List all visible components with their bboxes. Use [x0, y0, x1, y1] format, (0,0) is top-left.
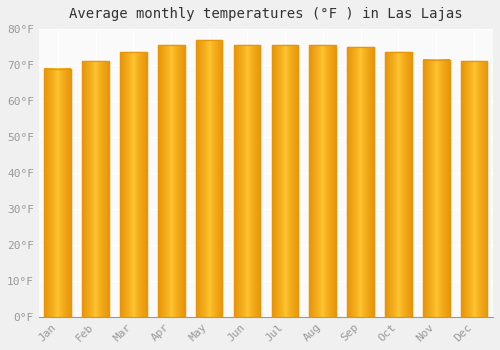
Bar — [44, 69, 71, 317]
Bar — [272, 45, 298, 317]
Bar — [158, 45, 184, 317]
Bar — [385, 52, 411, 317]
Title: Average monthly temperatures (°F ) in Las Lajas: Average monthly temperatures (°F ) in La… — [69, 7, 462, 21]
Bar — [310, 45, 336, 317]
Bar — [196, 40, 222, 317]
Bar — [120, 52, 146, 317]
Bar — [158, 45, 184, 317]
Bar — [234, 45, 260, 317]
Bar — [461, 62, 487, 317]
Bar — [423, 60, 450, 317]
Bar — [196, 40, 222, 317]
Bar — [385, 52, 411, 317]
Bar — [120, 52, 146, 317]
Bar — [82, 62, 109, 317]
Bar — [461, 62, 487, 317]
Bar — [272, 45, 298, 317]
Bar — [234, 45, 260, 317]
Bar — [44, 69, 71, 317]
Bar — [82, 62, 109, 317]
Bar — [348, 47, 374, 317]
Bar — [310, 45, 336, 317]
Bar — [423, 60, 450, 317]
Bar — [348, 47, 374, 317]
